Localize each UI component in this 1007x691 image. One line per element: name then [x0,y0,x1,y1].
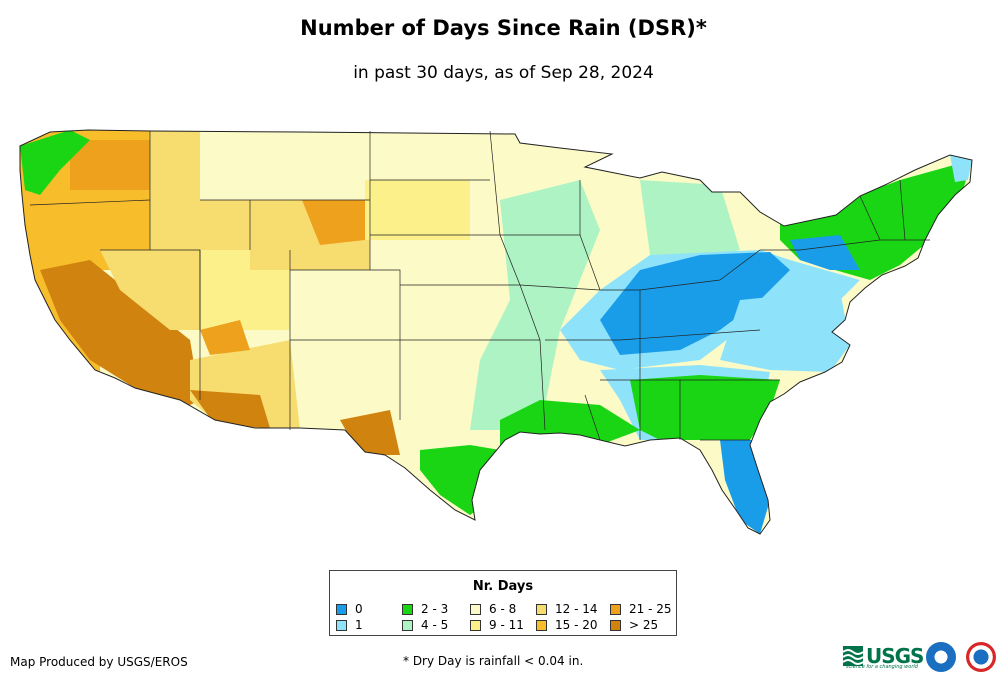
map-legend: Nr. Days 0 1 2 - 3 4 - 5 6 - 8 9 - 11 12 - 14 1… [329,570,677,636]
legend-swatch [536,619,547,631]
legend-swatch [610,619,621,631]
legend-swatch [336,603,347,615]
legend-item: 1 [336,618,363,632]
legend-item: 21 - 25 [610,602,672,616]
usgs-tagline: science for a changing world [846,664,918,670]
legend-item: 15 - 20 [536,618,598,632]
nws-logo-icon [966,642,996,672]
legend-label: 15 - 20 [555,618,598,632]
legend-swatch [336,619,347,631]
map-subtitle: in past 30 days, as of Sep 28, 2024 [353,63,654,83]
legend-swatch [470,603,481,615]
legend-item: 4 - 5 [402,618,448,632]
legend-label: 1 [355,618,363,632]
legend-swatch [536,603,547,615]
map-title: Number of Days Since Rain (DSR)* [300,16,707,40]
noaa-logo-icon [926,642,956,672]
legend-swatch [470,619,481,631]
legend-label: 21 - 25 [629,602,672,616]
usgs-logo-text: USGS [866,644,924,668]
legend-item: 0 [336,602,363,616]
legend-item: 2 - 3 [402,602,448,616]
usgs-logo: USGS [843,644,924,668]
state-boundaries [29,130,930,441]
legend-swatch [402,619,413,631]
legend-label: > 25 [629,618,659,632]
legend-label: 4 - 5 [421,618,449,632]
legend-label: 6 - 8 [489,602,517,616]
legend-label: 9 - 11 [489,618,524,632]
legend-title: Nr. Days [472,579,534,594]
legend-label: 0 [355,602,363,616]
legend-item: 12 - 14 [536,602,598,616]
legend-item: 6 - 8 [470,602,516,616]
legend-swatch [610,603,621,615]
legend-label: 2 - 3 [421,602,449,616]
legend-item: > 25 [610,618,658,632]
legend-item: 9 - 11 [470,618,524,632]
usgs-wave-icon [843,646,863,666]
legend-swatch [402,603,413,615]
dry-day-footnote: * Dry Day is rainfall < 0.04 in. [403,654,584,668]
dsr-shading [20,130,972,534]
map-credit: Map Produced by USGS/EROS [10,655,188,669]
legend-label: 12 - 14 [555,602,598,616]
